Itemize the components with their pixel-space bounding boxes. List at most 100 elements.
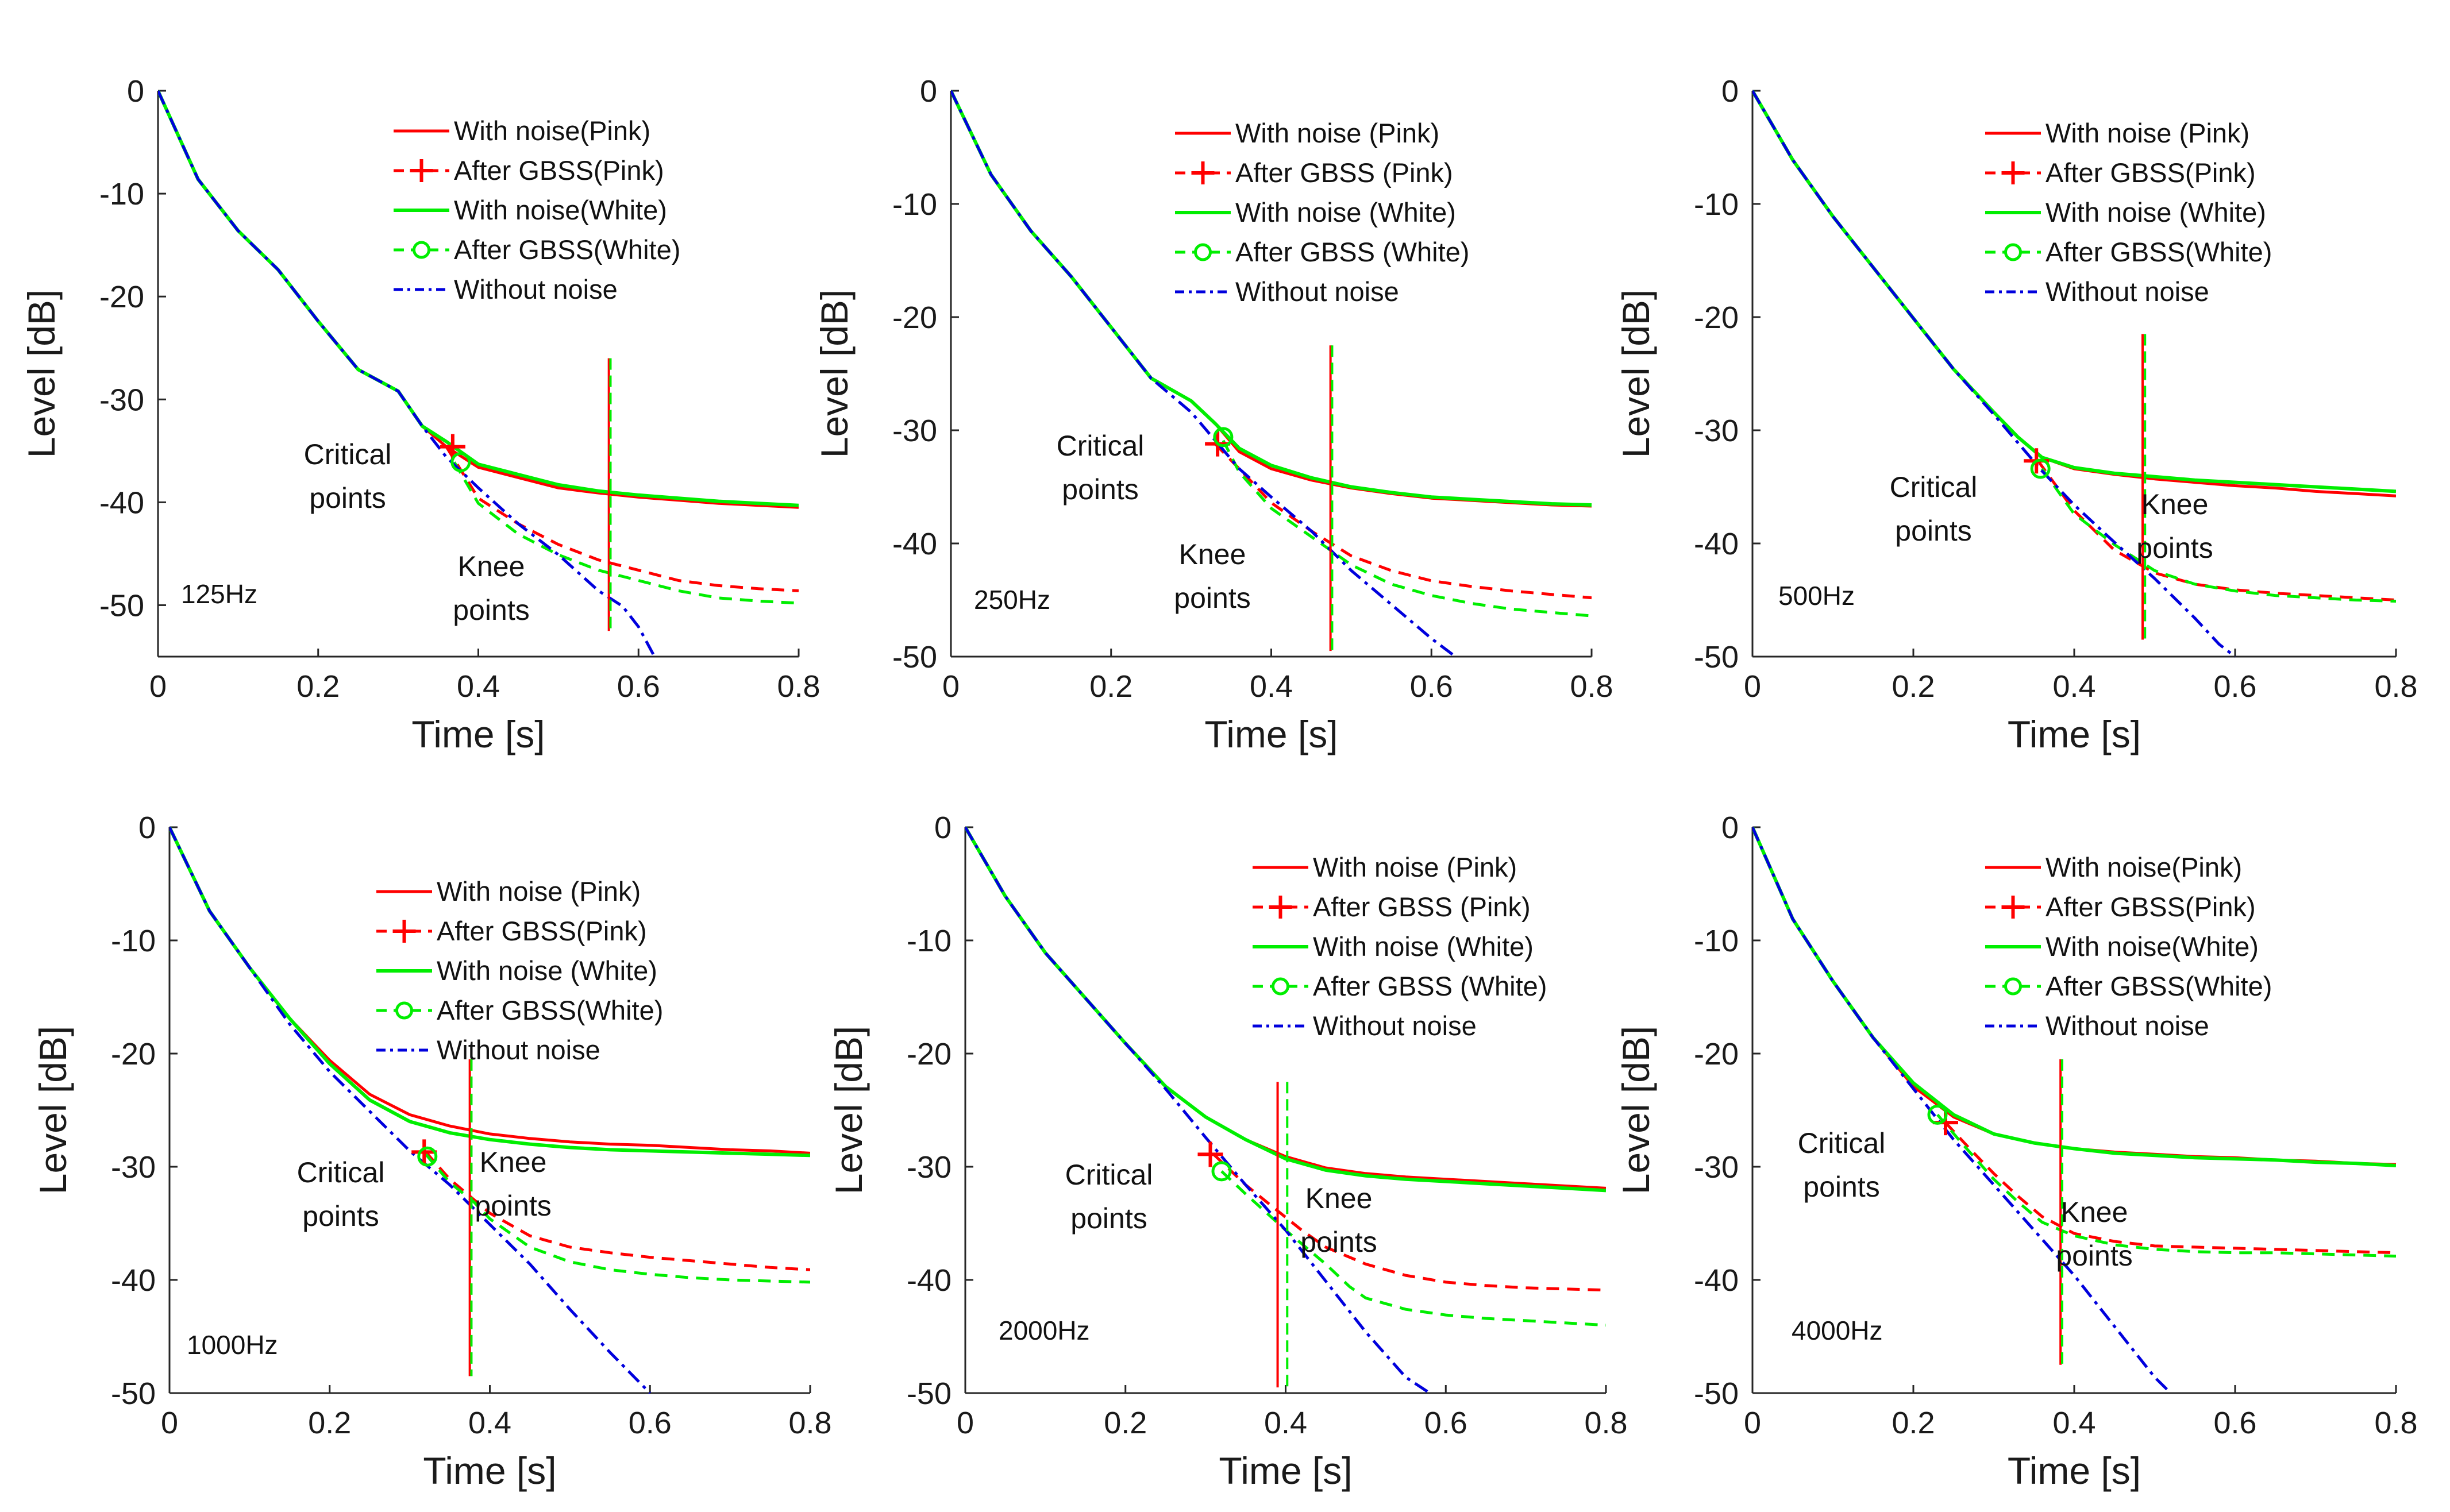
x-tick-label: 0 bbox=[1744, 1406, 1761, 1440]
x-tick-label: 0.8 bbox=[777, 669, 820, 704]
y-tick-label: -10 bbox=[1694, 924, 1739, 958]
y-tick-label: 0 bbox=[1721, 811, 1739, 845]
x-tick-label: 0 bbox=[149, 669, 167, 704]
legend-label: With noise (Pink) bbox=[1313, 852, 1517, 882]
series-line-3 bbox=[170, 826, 810, 1158]
y-tick-label: -50 bbox=[99, 588, 144, 623]
critical-marker-white bbox=[450, 452, 471, 473]
x-tick-label: 0.4 bbox=[468, 1406, 511, 1440]
y-axis-label: Level [dB] bbox=[813, 290, 856, 458]
x-tick-label: 0.2 bbox=[308, 1406, 351, 1440]
frequency-label: 500Hz bbox=[1778, 581, 1855, 611]
knee-points-label: points bbox=[2056, 1240, 2132, 1272]
y-tick-label: -40 bbox=[907, 1263, 952, 1298]
x-axis-label: Time [s] bbox=[2008, 713, 2141, 755]
legend-label: After GBSS (White) bbox=[1313, 971, 1547, 1001]
x-tick-label: 0.6 bbox=[2213, 669, 2256, 704]
chart-panel-250hz: 0 0.2 0.4 0.6 0.8 0 -10 -20 -30 -40 -50 Time [s] Lev… bbox=[813, 74, 1613, 755]
legend-label: After GBSS(White) bbox=[2045, 971, 2272, 1001]
legend-label: Without noise bbox=[2045, 276, 2209, 307]
y-tick-label: 0 bbox=[1721, 74, 1739, 109]
x-tick-label: 0.2 bbox=[1104, 1406, 1147, 1440]
series-line-4 bbox=[1936, 1113, 2396, 1258]
legend-plus-marker bbox=[2001, 161, 2025, 184]
x-tick-label: 0.6 bbox=[1424, 1406, 1467, 1440]
critical-marker-pink bbox=[440, 434, 465, 460]
x-axis-label: Time [s] bbox=[423, 1449, 556, 1492]
knee-points-label: points bbox=[2136, 532, 2213, 564]
legend-label: With noise(Pink) bbox=[2045, 852, 2242, 882]
x-tick-label: 0 bbox=[1744, 669, 1761, 704]
series-line-4 bbox=[453, 461, 799, 605]
critical-marker-pink bbox=[411, 1139, 437, 1165]
critical-points-label: Critical bbox=[304, 438, 392, 470]
knee-points-label: points bbox=[1174, 582, 1250, 614]
y-tick-label: -50 bbox=[111, 1376, 156, 1411]
x-tick-label: 0.4 bbox=[1264, 1406, 1307, 1440]
critical-marker-white bbox=[1211, 1161, 1232, 1182]
x-tick-label: 0.2 bbox=[1089, 669, 1132, 704]
x-tick-label: 0 bbox=[957, 1406, 974, 1440]
chart-panel-125hz: 0 0.2 0.4 0.6 0.8 0 -10 -20 -30 -40 -50 Time [s] Lev… bbox=[20, 74, 820, 755]
legend-label: With noise (Pink) bbox=[2045, 118, 2249, 148]
critical-points-label: points bbox=[1803, 1171, 1879, 1203]
series-line-2 bbox=[1214, 442, 1592, 600]
x-tick-label: 0.6 bbox=[617, 669, 660, 704]
y-tick-label: -50 bbox=[892, 640, 937, 674]
legend-label: After GBSS(White) bbox=[2045, 237, 2272, 267]
legend-label: With noise (White) bbox=[437, 955, 657, 986]
frequency-label: 2000Hz bbox=[999, 1316, 1090, 1345]
y-tick-label: -20 bbox=[1694, 300, 1739, 335]
legend: With noise (Pink) After GBSS(Pink) With no… bbox=[1985, 118, 2272, 307]
knee-points-label: Knee bbox=[1179, 538, 1246, 570]
knee-points-label: Knee bbox=[2141, 488, 2209, 520]
knee-points-label: Knee bbox=[480, 1146, 547, 1178]
y-tick-label: -30 bbox=[892, 414, 937, 448]
critical-marker-pink bbox=[1197, 1141, 1223, 1167]
series-line-2 bbox=[2036, 460, 2396, 601]
legend-label: With noise(White) bbox=[2045, 931, 2259, 962]
knee-points-label: Knee bbox=[1305, 1182, 1373, 1214]
series-line-4 bbox=[1222, 439, 1592, 618]
y-tick-label: -10 bbox=[99, 177, 144, 211]
critical-points-label: Critical bbox=[1798, 1127, 1886, 1159]
critical-points-label: Critical bbox=[1057, 430, 1145, 462]
critical-marker-white bbox=[1213, 427, 1234, 448]
x-tick-label: 0.2 bbox=[296, 669, 340, 704]
legend-circle-marker bbox=[2004, 977, 2022, 996]
critical-points-label: points bbox=[309, 482, 386, 514]
x-tick-label: 0.2 bbox=[1892, 669, 1935, 704]
legend-label: With noise (Pink) bbox=[1235, 118, 1439, 148]
legend: With noise(Pink) After GBSS(Pink) With noi… bbox=[1985, 852, 2272, 1041]
y-tick-label: -30 bbox=[907, 1150, 952, 1185]
legend-plus-marker bbox=[1269, 896, 1292, 919]
legend-label: With noise (Pink) bbox=[437, 876, 641, 907]
x-tick-label: 0.8 bbox=[2374, 669, 2417, 704]
critical-points-label: Critical bbox=[297, 1156, 385, 1189]
x-tick-label: 0.2 bbox=[1892, 1406, 1935, 1440]
y-axis-label: Level [dB] bbox=[20, 290, 63, 458]
legend-label: Without noise bbox=[437, 1035, 600, 1065]
y-tick-label: -50 bbox=[1694, 640, 1739, 674]
y-tick-label: -40 bbox=[1694, 527, 1739, 561]
y-axis-label: Level [dB] bbox=[32, 1026, 74, 1195]
critical-points-label: Critical bbox=[1890, 471, 1978, 503]
legend-label: With noise (White) bbox=[1313, 931, 1534, 962]
series-line-5 bbox=[1752, 826, 2172, 1394]
x-tick-label: 0.6 bbox=[1410, 669, 1453, 704]
legend-label: Without noise bbox=[1313, 1010, 1477, 1041]
x-tick-label: 0.8 bbox=[2374, 1406, 2417, 1440]
series-line-5 bbox=[1752, 90, 2236, 658]
legend-label: After GBSS (White) bbox=[1235, 237, 1469, 267]
series-line-2 bbox=[445, 446, 799, 592]
legend-label: After GBSS(Pink) bbox=[2045, 157, 2256, 188]
x-axis-label: Time [s] bbox=[411, 713, 545, 755]
x-axis-label: Time [s] bbox=[2008, 1449, 2141, 1492]
x-tick-label: 0.8 bbox=[1570, 669, 1613, 704]
y-tick-label: -40 bbox=[892, 527, 937, 561]
y-tick-label: 0 bbox=[920, 74, 937, 109]
x-tick-label: 0.4 bbox=[2052, 1406, 2095, 1440]
x-tick-label: 0.4 bbox=[2052, 669, 2095, 704]
